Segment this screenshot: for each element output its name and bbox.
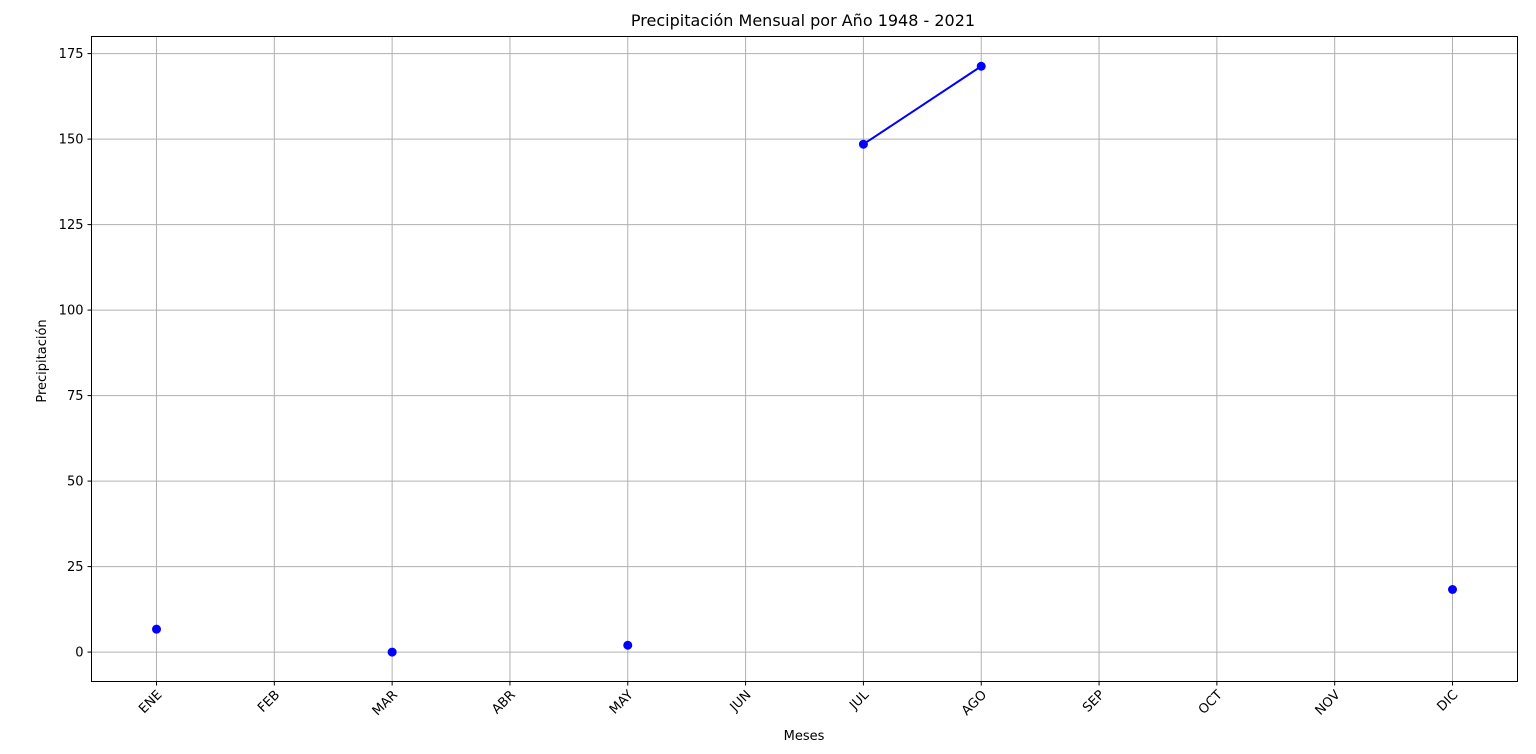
x-tick-label: AGO (959, 688, 990, 719)
x-tick-label: ABR (489, 688, 519, 718)
x-tick-label: JUL (846, 687, 872, 713)
y-tick-label: 175 (59, 47, 84, 62)
y-tick-label: 100 (59, 304, 84, 319)
x-tick-label: MAY (607, 688, 637, 718)
y-tick-label: 75 (67, 389, 84, 404)
x-tick-label: DIC (1435, 688, 1462, 715)
x-tick-label: MAR (370, 688, 401, 719)
x-tick-label: OCT (1196, 688, 1226, 718)
x-tick-label: ENE (136, 688, 165, 717)
x-tick-label: NOV (1313, 688, 1344, 719)
x-tick-label: FEB (255, 688, 283, 716)
y-tick-label: 125 (59, 218, 84, 233)
data-point (152, 624, 161, 634)
plot-frame (91, 36, 1518, 682)
x-tick-label: SEP (1080, 688, 1108, 716)
x-axis-ticks: ENE FEB MAR ABR MAY JUN JUL AGO SEP OCT NOV DIC (136, 681, 1462, 719)
data-point (387, 647, 397, 657)
x-tick-label: JUN (727, 688, 755, 716)
data-series (152, 61, 1457, 657)
x-axis-label: Meses (784, 729, 825, 744)
data-point (858, 139, 868, 149)
data-point (623, 640, 633, 650)
data-point (976, 61, 986, 71)
grid-lines (91, 36, 1518, 682)
y-tick-label: 50 (67, 475, 84, 490)
chart-title: Precipitación Mensual por Año 1948 - 202… (631, 11, 975, 30)
y-axis-ticks: 0 25 50 75 100 125 150 175 (59, 47, 92, 661)
y-tick-label: 150 (59, 133, 84, 148)
y-axis-label: Precipitación (35, 319, 50, 402)
y-tick-label: 0 (75, 646, 83, 661)
data-point (1448, 585, 1457, 595)
y-tick-label: 25 (67, 560, 84, 575)
series-line-segment (862, 65, 982, 146)
